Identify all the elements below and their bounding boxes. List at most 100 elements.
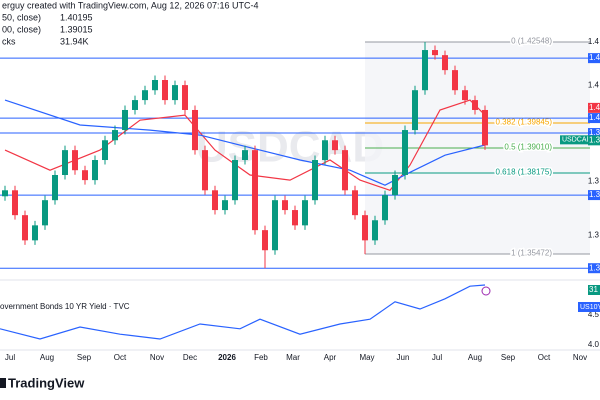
fib-label: 0 (1.42548): [511, 37, 552, 46]
x-tick-label: Feb: [254, 353, 268, 362]
price-tag-label: 1.3: [589, 190, 600, 199]
price-axis-label: 1.3: [588, 230, 600, 239]
x-tick-label: Jun: [397, 353, 410, 362]
x-tick-label: Aug: [40, 353, 54, 362]
replay-icon: [481, 286, 491, 296]
candle-body: [82, 170, 88, 181]
fib-label: 0.618 (1.38175): [496, 168, 553, 177]
candle-body: [152, 80, 158, 91]
x-tick-label: Oct: [114, 353, 127, 362]
legend-value: 1.39015: [60, 24, 93, 34]
candle-body: [42, 200, 48, 226]
candle-body: [292, 210, 298, 226]
candle-body: [252, 150, 258, 231]
price-tag-label: 1.4: [589, 53, 600, 62]
candle-body: [312, 160, 318, 201]
price-tag-label: 1.4: [589, 113, 600, 122]
x-tick-label: May: [359, 353, 374, 362]
candle-body: [22, 215, 28, 241]
price-axis-label: 1.3: [588, 176, 600, 185]
candle-body: [342, 150, 348, 191]
candle-body: [232, 160, 238, 201]
candle-body: [242, 150, 248, 161]
symbol-price-tag: [588, 135, 600, 146]
candle-body: [332, 140, 338, 151]
candle-body: [322, 140, 328, 161]
candle-body: [362, 215, 368, 241]
x-tick-label: Nov: [573, 353, 587, 362]
candle-body: [402, 130, 408, 176]
logo: TradingView: [0, 375, 85, 390]
candle-body: [422, 50, 428, 91]
price-tag: [588, 128, 600, 139]
price-tag: [588, 113, 600, 124]
candle-body: [442, 55, 448, 71]
legend-label: 00, close): [2, 24, 41, 34]
candle-body: [72, 150, 78, 171]
legend-value: 31.94K: [60, 36, 89, 46]
symbol-price-label: 1.3: [589, 135, 600, 144]
yield-tag-label: US10Y: [580, 304, 600, 311]
yield-line: [0, 284, 486, 340]
price-tag: [588, 190, 600, 201]
price-tag-label: 1.3: [589, 263, 600, 272]
price-tag-label: 1.4: [589, 103, 600, 112]
candle-body: [172, 85, 178, 101]
legend-label: 50, close): [2, 12, 41, 22]
x-tick-label: Jul: [5, 353, 15, 362]
candle-body: [262, 230, 268, 251]
candle-body: [192, 109, 198, 151]
price-tag: [588, 263, 600, 274]
candle-body: [482, 109, 488, 146]
fib-label: 0.5 (1.39010): [504, 143, 552, 152]
fib-label: 1 (1.35472): [511, 249, 552, 258]
candle-body: [302, 200, 308, 226]
candle-body: [472, 100, 478, 110]
candle-body: [372, 220, 378, 241]
yield-tag: [578, 302, 600, 312]
candle-body: [102, 140, 108, 161]
candle-body: [162, 80, 168, 101]
candle-body: [432, 50, 438, 56]
yield-tick-label: 4.0: [588, 340, 600, 349]
candle-body: [92, 160, 98, 181]
candle-body: [282, 200, 288, 211]
x-tick-label: Sep: [501, 353, 516, 362]
x-axis: Jul Aug Sep Oct Nov Dec 2026 Feb Mar Apr May Jun Jul…: [5, 353, 587, 362]
legend-value: 1.40195: [60, 12, 93, 22]
price-axis-label: 1.4: [588, 81, 600, 90]
candle-body: [452, 70, 458, 91]
x-tick-label: Aug: [468, 353, 482, 362]
volume-tag-label: 31: [589, 285, 598, 294]
candle-body: [142, 90, 148, 101]
candle-body: [132, 100, 138, 110]
logo-text: TradingView: [8, 375, 85, 390]
candle-body: [122, 109, 128, 131]
yield-tick-label: 4.5: [588, 310, 600, 319]
candle-body: [382, 195, 388, 221]
watermark-group: USDCAD: [196, 123, 384, 172]
x-tick-label: Jul: [432, 353, 442, 362]
candle-body: [12, 190, 18, 216]
symbol-tag: [560, 135, 588, 145]
x-tick-label: Apr: [324, 353, 337, 362]
candle-body: [202, 150, 208, 191]
price-tag: [588, 53, 600, 64]
x-tick-label: Mar: [286, 353, 300, 362]
price-tag-label: 1.3: [589, 128, 600, 137]
x-tick-label: 2026: [218, 353, 236, 362]
logo-icon: [0, 378, 6, 388]
candle-body: [52, 175, 58, 201]
x-tick-label: Nov: [150, 353, 164, 362]
candle-body: [462, 90, 468, 101]
candle-body: [112, 130, 118, 141]
price-axis-label: 1.4: [588, 37, 600, 46]
candle-body: [272, 200, 278, 251]
candle-body: [392, 175, 398, 196]
credit: erguy created with TradingView.com, Aug …: [2, 0, 258, 10]
candle-body: [352, 190, 358, 216]
legend-label: cks: [2, 36, 16, 46]
volume-tag: [588, 285, 600, 295]
candle-body: [32, 225, 38, 241]
